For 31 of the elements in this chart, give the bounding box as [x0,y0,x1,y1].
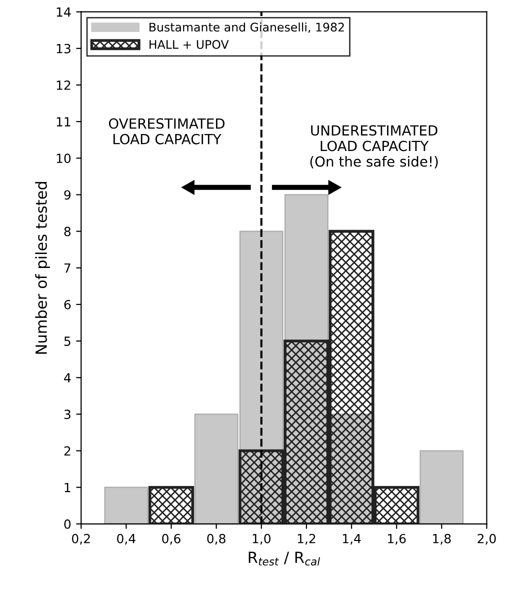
x-tick-label: 1,6 [388,534,406,545]
y-tick-label: 7 [64,264,70,273]
y-tick-label: 4 [64,373,71,382]
x-axis-title: R$_{test}$ / R$_{cal}$ [248,552,320,566]
y-tick-label: 3 [64,410,70,420]
x-tick-label: 1,8 [433,534,451,545]
x-tick-label: 2,0 [478,534,496,545]
x-tick-label: 0,6 [162,534,180,545]
y-tick-label: 1 [64,482,70,492]
y-tick-label: 0 [64,519,71,529]
annotation: UNDERESTIMATED LOAD CAPACITY (On the safe side!) [310,125,438,168]
annotation: OVERESTIMATED LOAD CAPACITY [108,118,224,144]
y-tick-label: 2 [64,446,70,456]
y-axis-title: Number of piles tested [35,182,50,354]
y-tick-label: 11 [56,117,70,126]
x-tick-label: 0,2 [72,534,90,545]
y-tick-label: 6 [64,300,71,310]
y-tick-label: 14 [56,7,71,17]
x-tick-label: 0,4 [117,534,136,545]
y-tick-label: 12 [56,80,70,90]
y-tick-label: 9 [64,190,71,200]
y-tick-label: 13 [56,44,70,54]
legend-label: Bustamante and Gianeselli, 1982 [150,22,344,33]
x-tick-label: 0,8 [207,534,226,545]
y-tick-label: 10 [56,154,71,164]
x-tick-label: 1,0 [252,534,270,545]
y-tick-label: 8 [64,226,71,236]
legend-label: HALL + UPOV [150,40,229,49]
x-tick-label: 1,4 [342,534,361,545]
x-tick-label: 1,2 [298,534,316,545]
y-tick-label: 5 [64,336,70,346]
